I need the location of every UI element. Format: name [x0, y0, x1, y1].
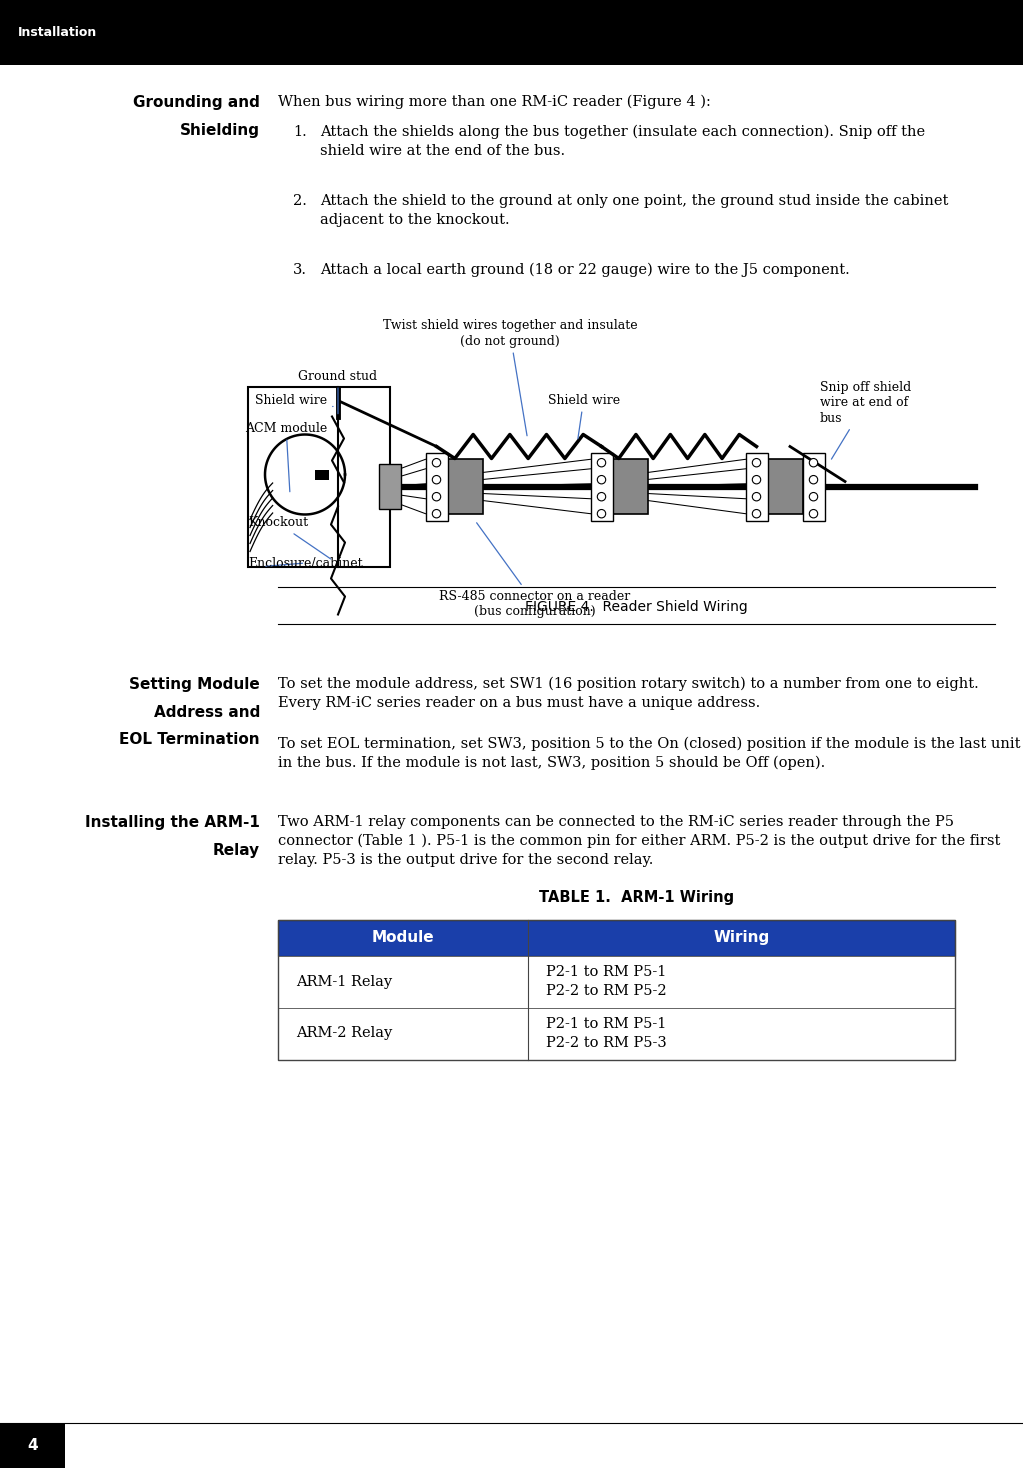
Text: Attach a local earth ground (18 or 22 gauge) wire to the J5 component.: Attach a local earth ground (18 or 22 ga…: [320, 263, 850, 277]
Bar: [613, 459, 648, 514]
Text: To set the module address, set SW1 (16 position rotary switch) to a number from : To set the module address, set SW1 (16 p…: [278, 677, 979, 711]
Text: Setting Module: Setting Module: [129, 677, 260, 691]
Bar: [767, 459, 802, 514]
Text: 4: 4: [28, 1439, 38, 1453]
Text: Attach the shield to the ground at only one point, the ground stud inside the ca: Attach the shield to the ground at only …: [320, 194, 948, 228]
Circle shape: [752, 458, 761, 467]
Text: Address and: Address and: [153, 705, 260, 719]
Text: P2-1 to RM P5-1
P2-2 to RM P5-3: P2-1 to RM P5-1 P2-2 to RM P5-3: [546, 1017, 667, 1050]
Text: When bus wiring more than one RM-iC reader (Figure 4 ):: When bus wiring more than one RM-iC read…: [278, 95, 711, 110]
Text: ACM module: ACM module: [244, 421, 327, 492]
Bar: [278, 919, 955, 956]
Bar: [590, 452, 613, 521]
Circle shape: [433, 458, 441, 467]
Text: To set EOL termination, set SW3, position 5 to the On (closed) position if the m: To set EOL termination, set SW3, positio…: [278, 737, 1021, 771]
Text: Installing the ARM-1: Installing the ARM-1: [85, 815, 260, 829]
Bar: [426, 452, 447, 521]
Text: 2.: 2.: [293, 194, 307, 208]
Text: Twist shield wires together and insulate
(do not ground): Twist shield wires together and insulate…: [383, 320, 637, 436]
Circle shape: [597, 509, 606, 518]
Circle shape: [752, 492, 761, 501]
Text: P2-1 to RM P5-1
P2-2 to RM P5-2: P2-1 to RM P5-1 P2-2 to RM P5-2: [546, 964, 667, 998]
Bar: [447, 459, 483, 514]
Text: Shield wire: Shield wire: [547, 393, 620, 439]
Circle shape: [809, 492, 817, 501]
Text: 3.: 3.: [293, 263, 307, 277]
Bar: [379, 464, 401, 509]
Text: Snip off shield
wire at end of
bus: Snip off shield wire at end of bus: [820, 382, 911, 459]
Bar: [802, 452, 825, 521]
Text: Shielding: Shielding: [180, 123, 260, 138]
Circle shape: [752, 476, 761, 484]
Bar: [746, 452, 767, 521]
Circle shape: [597, 492, 606, 501]
Text: EOL Termination: EOL Termination: [120, 733, 260, 747]
Bar: [278, 956, 955, 1007]
Text: 1.: 1.: [293, 125, 307, 139]
Text: Grounding and: Grounding and: [133, 95, 260, 110]
Bar: [315, 470, 329, 480]
Text: Two ARM-1 relay components can be connected to the RM-iC series reader through t: Two ARM-1 relay components can be connec…: [278, 815, 1000, 868]
Bar: [0, 0, 1023, 65]
Text: ARM-2 Relay: ARM-2 Relay: [296, 1026, 392, 1041]
Text: TABLE 1.  ARM-1 Wiring: TABLE 1. ARM-1 Wiring: [539, 890, 735, 904]
Text: Attach the shields along the bus together (insulate each connection). Snip off t: Attach the shields along the bus togethe…: [320, 125, 925, 159]
Text: Relay: Relay: [213, 843, 260, 857]
Text: Wiring: Wiring: [714, 931, 770, 945]
Text: ARM-1 Relay: ARM-1 Relay: [296, 975, 392, 988]
Bar: [278, 919, 955, 1060]
Circle shape: [597, 476, 606, 484]
Circle shape: [752, 509, 761, 518]
Circle shape: [809, 458, 817, 467]
Bar: [248, 386, 390, 567]
Bar: [0, 1422, 65, 1468]
Text: FIGURE 4.  Reader Shield Wiring: FIGURE 4. Reader Shield Wiring: [525, 599, 748, 614]
Text: Shield wire: Shield wire: [255, 393, 333, 407]
Circle shape: [433, 476, 441, 484]
Circle shape: [809, 509, 817, 518]
Text: Module: Module: [372, 931, 435, 945]
Bar: [278, 1007, 955, 1060]
Circle shape: [597, 458, 606, 467]
Text: Ground stud: Ground stud: [299, 370, 377, 414]
Circle shape: [809, 476, 817, 484]
Text: Installation: Installation: [18, 26, 97, 40]
Text: Enclosure/cabinet: Enclosure/cabinet: [248, 556, 362, 570]
Circle shape: [433, 509, 441, 518]
Circle shape: [433, 492, 441, 501]
Text: Knockout: Knockout: [248, 517, 330, 559]
Text: RS-485 connector on a reader
(bus configuration): RS-485 connector on a reader (bus config…: [439, 523, 630, 618]
